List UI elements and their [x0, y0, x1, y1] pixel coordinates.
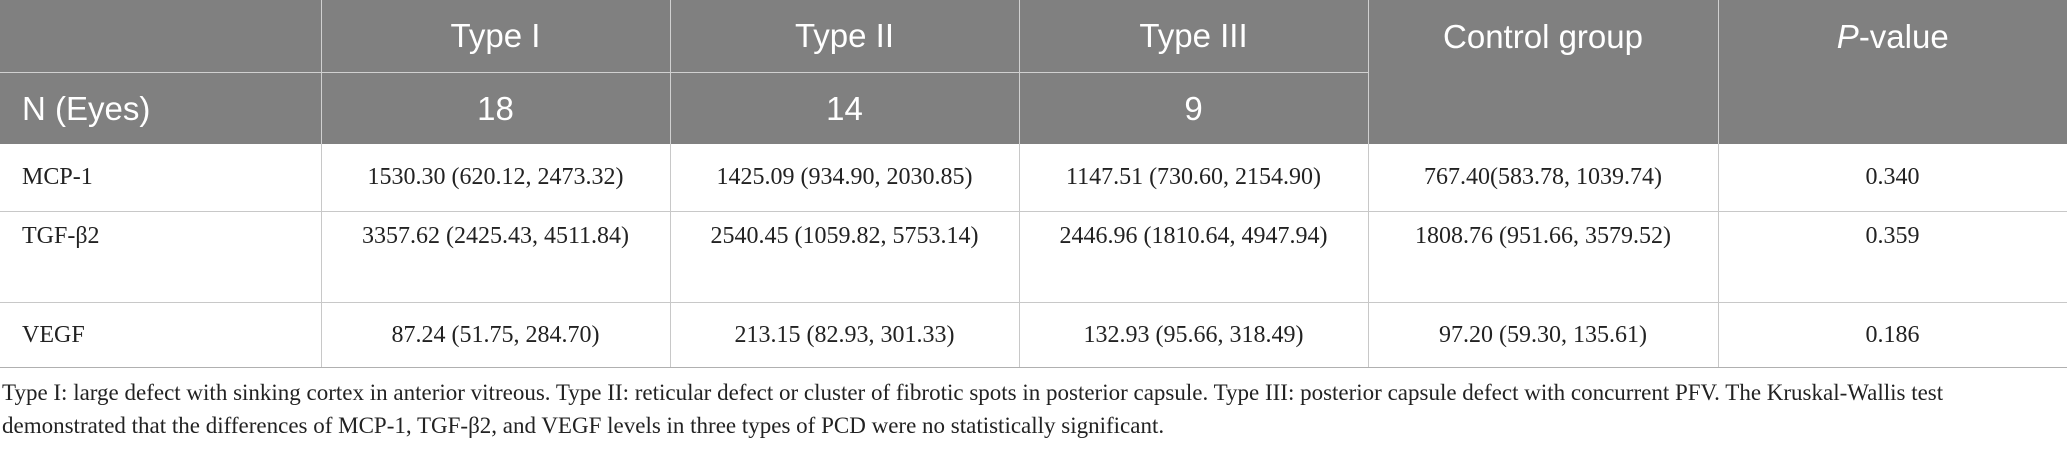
- row-label: TGF-β2: [0, 211, 321, 303]
- header-corner-cell: [0, 0, 321, 73]
- table-footnote: Type I: large defect with sinking cortex…: [2, 380, 1944, 438]
- header-type-3: Type III: [1018, 0, 1368, 73]
- table-row: VEGF 87.24 (51.75, 284.70) 213.15 (82.93…: [0, 302, 2067, 368]
- data-table-container: Type I Type II Type III Control group P-…: [0, 0, 2067, 368]
- header-n-type-1: 18: [320, 72, 670, 144]
- header-n-eyes-label: N (Eyes): [0, 72, 321, 144]
- header-n-type-3: 9: [1018, 72, 1368, 144]
- row-label: VEGF: [0, 302, 321, 368]
- cell-control: 97.20 (59.30, 135.61): [1367, 302, 1718, 368]
- header-p-value: P-value: [1717, 0, 2067, 144]
- cell-control: 767.40(583.78, 1039.74): [1367, 144, 1718, 212]
- cell-p-value: 0.359: [1717, 211, 2067, 303]
- header-p-rest: -value: [1858, 18, 1949, 55]
- header-n-type-2: 14: [669, 72, 1019, 144]
- cell-type-1: 3357.62 (2425.43, 4511.84): [320, 211, 670, 303]
- header-control-group: Control group: [1367, 0, 1718, 144]
- cell-type-2: 213.15 (82.93, 301.33): [669, 302, 1019, 368]
- header-p-italic: P: [1836, 18, 1859, 55]
- cell-p-value: 0.186: [1717, 302, 2067, 368]
- cytokine-table: Type I Type II Type III Control group P-…: [0, 0, 2067, 368]
- header-type-1: Type I: [320, 0, 670, 73]
- cell-p-value: 0.340: [1717, 144, 2067, 212]
- cell-type-3: 2446.96 (1810.64, 4947.94): [1018, 211, 1368, 303]
- cell-control: 1808.76 (951.66, 3579.52): [1367, 211, 1718, 303]
- header-type-2: Type II: [669, 0, 1019, 73]
- cell-type-1: 87.24 (51.75, 284.70): [320, 302, 670, 368]
- row-label: MCP-1: [0, 144, 321, 212]
- header-row-2: N (Eyes) 18 14 9: [0, 72, 2067, 144]
- table-header: Type I Type II Type III Control group P-…: [0, 0, 2067, 144]
- table-row: MCP-1 1530.30 (620.12, 2473.32) 1425.09 …: [0, 144, 2067, 212]
- cell-type-3: 132.93 (95.66, 318.49): [1018, 302, 1368, 368]
- table-body: MCP-1 1530.30 (620.12, 2473.32) 1425.09 …: [0, 144, 2067, 368]
- table-row: TGF-β2 3357.62 (2425.43, 4511.84) 2540.4…: [0, 211, 2067, 303]
- cell-type-3: 1147.51 (730.60, 2154.90): [1018, 144, 1368, 212]
- cell-type-2: 1425.09 (934.90, 2030.85): [669, 144, 1019, 212]
- cell-type-1: 1530.30 (620.12, 2473.32): [320, 144, 670, 212]
- cell-type-2: 2540.45 (1059.82, 5753.14): [669, 211, 1019, 303]
- header-row-1: Type I Type II Type III Control group P-…: [0, 0, 2067, 144]
